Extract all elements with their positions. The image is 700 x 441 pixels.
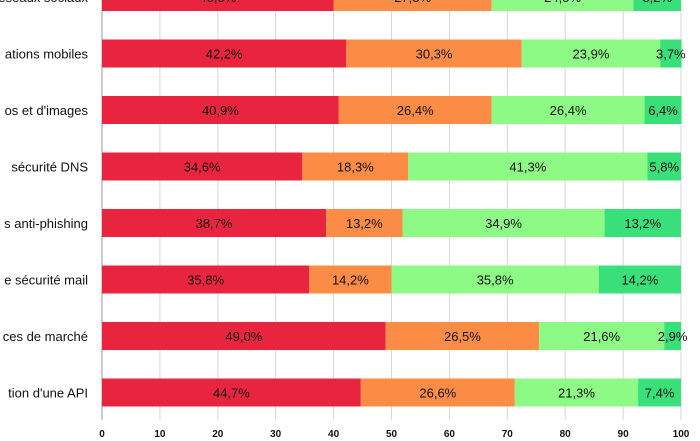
- data-label: 42,2%: [206, 47, 243, 62]
- data-label: 21,3%: [558, 386, 595, 401]
- data-labels: 40,0% 27,3% 24,5% 8,2% 42,2% 30,3% 23,9% 3,7% 40…: [184, 0, 688, 401]
- bar-segment: [102, 209, 327, 237]
- bar-segment: [633, 0, 681, 11]
- x-tick-label: 90: [618, 429, 630, 440]
- bar-segment: [326, 209, 403, 237]
- bar-segment: [385, 322, 540, 350]
- bar-segment: [604, 209, 681, 237]
- bar-segment: [360, 378, 515, 407]
- bar-segment: [598, 265, 681, 294]
- bar-segment: [638, 378, 681, 407]
- data-label: 8,2%: [642, 0, 672, 5]
- x-axis-ticks: 0 10 20 30 40 50 60 70 80 90 100: [99, 429, 690, 440]
- data-label: 34,9%: [485, 216, 522, 231]
- bar-segment: [514, 378, 639, 407]
- bar-segment: [102, 152, 303, 181]
- category-label: e sécurité mail: [4, 273, 88, 288]
- data-label: 26,4%: [550, 103, 587, 118]
- x-tick-label: 60: [444, 429, 456, 440]
- bar-segment: [102, 0, 334, 11]
- data-label: 21,6%: [583, 329, 620, 344]
- x-tick-label: 10: [154, 429, 166, 440]
- bar-segment: [102, 322, 386, 350]
- bar-segment: [539, 322, 665, 350]
- x-tick-label: 70: [502, 429, 514, 440]
- data-label: 49,0%: [225, 329, 262, 344]
- x-tick-label: 100: [673, 429, 690, 440]
- data-label: 34,6%: [184, 160, 221, 175]
- data-label: 14,2%: [621, 273, 658, 288]
- data-label: 40,9%: [202, 103, 239, 118]
- x-tick-label: 50: [386, 429, 398, 440]
- data-label: 27,3%: [394, 0, 431, 5]
- bar-segment: [491, 0, 634, 11]
- bar-segment: [102, 378, 361, 407]
- bar-segment: [491, 96, 645, 124]
- data-label: 7,4%: [645, 386, 675, 401]
- data-label: 13,2%: [624, 216, 661, 231]
- bar-segment: [346, 39, 522, 68]
- data-label: 5,8%: [649, 160, 679, 175]
- data-label: 13,2%: [346, 216, 383, 231]
- bar-segment: [644, 96, 682, 124]
- data-label: 26,5%: [444, 329, 481, 344]
- category-label: s anti-phishing: [4, 216, 88, 231]
- data-label: 14,2%: [332, 273, 369, 288]
- bar-segments: [102, 0, 682, 407]
- bar-segment: [302, 152, 409, 181]
- bar-segment: [102, 39, 347, 68]
- bar-segment: [408, 152, 648, 181]
- x-tick-label: 30: [270, 429, 282, 440]
- category-labels: éseaux sociaux ations mobiles os et d'imag…: [0, 0, 88, 401]
- data-label: 23,9%: [573, 47, 610, 62]
- bar-segment: [391, 265, 599, 294]
- bar-segment: [660, 39, 682, 68]
- bar-segment: [647, 152, 681, 181]
- data-label: 18,3%: [337, 160, 374, 175]
- data-label: 24,5%: [544, 0, 581, 5]
- data-label: 26,4%: [397, 103, 434, 118]
- data-label: 41,3%: [509, 160, 546, 175]
- data-label: 30,3%: [416, 47, 453, 62]
- data-label: 6,4%: [648, 103, 678, 118]
- x-tick-label: 20: [212, 429, 224, 440]
- data-label: 44,7%: [213, 386, 250, 401]
- category-label: tion d'une API: [8, 386, 88, 401]
- x-tick-label: 0: [99, 429, 105, 440]
- data-label: 3,7%: [656, 47, 686, 62]
- bar-segment: [102, 265, 310, 294]
- data-label: 2,9%: [658, 329, 688, 344]
- category-label: sécurité DNS: [11, 160, 88, 175]
- data-label: 35,8%: [187, 273, 224, 288]
- bar-segment: [521, 39, 661, 68]
- data-label: 35,8%: [477, 273, 514, 288]
- x-tick-label: 80: [560, 429, 572, 440]
- data-label: 38,7%: [196, 216, 233, 231]
- data-label: 40,0%: [199, 0, 236, 5]
- category-label: ces de marché: [3, 329, 88, 344]
- bar-segment: [338, 96, 492, 124]
- x-tick-label: 40: [328, 429, 340, 440]
- bar-segment: [333, 0, 492, 11]
- bar-segment: [402, 209, 605, 237]
- bar-segment: [102, 96, 339, 124]
- category-label: os et d'images: [5, 103, 89, 118]
- category-label: ations mobiles: [5, 47, 89, 62]
- bar-segment: [309, 265, 392, 294]
- category-label: éseaux sociaux: [0, 0, 88, 5]
- data-label: 26,6%: [419, 386, 456, 401]
- bar-segment: [664, 322, 681, 350]
